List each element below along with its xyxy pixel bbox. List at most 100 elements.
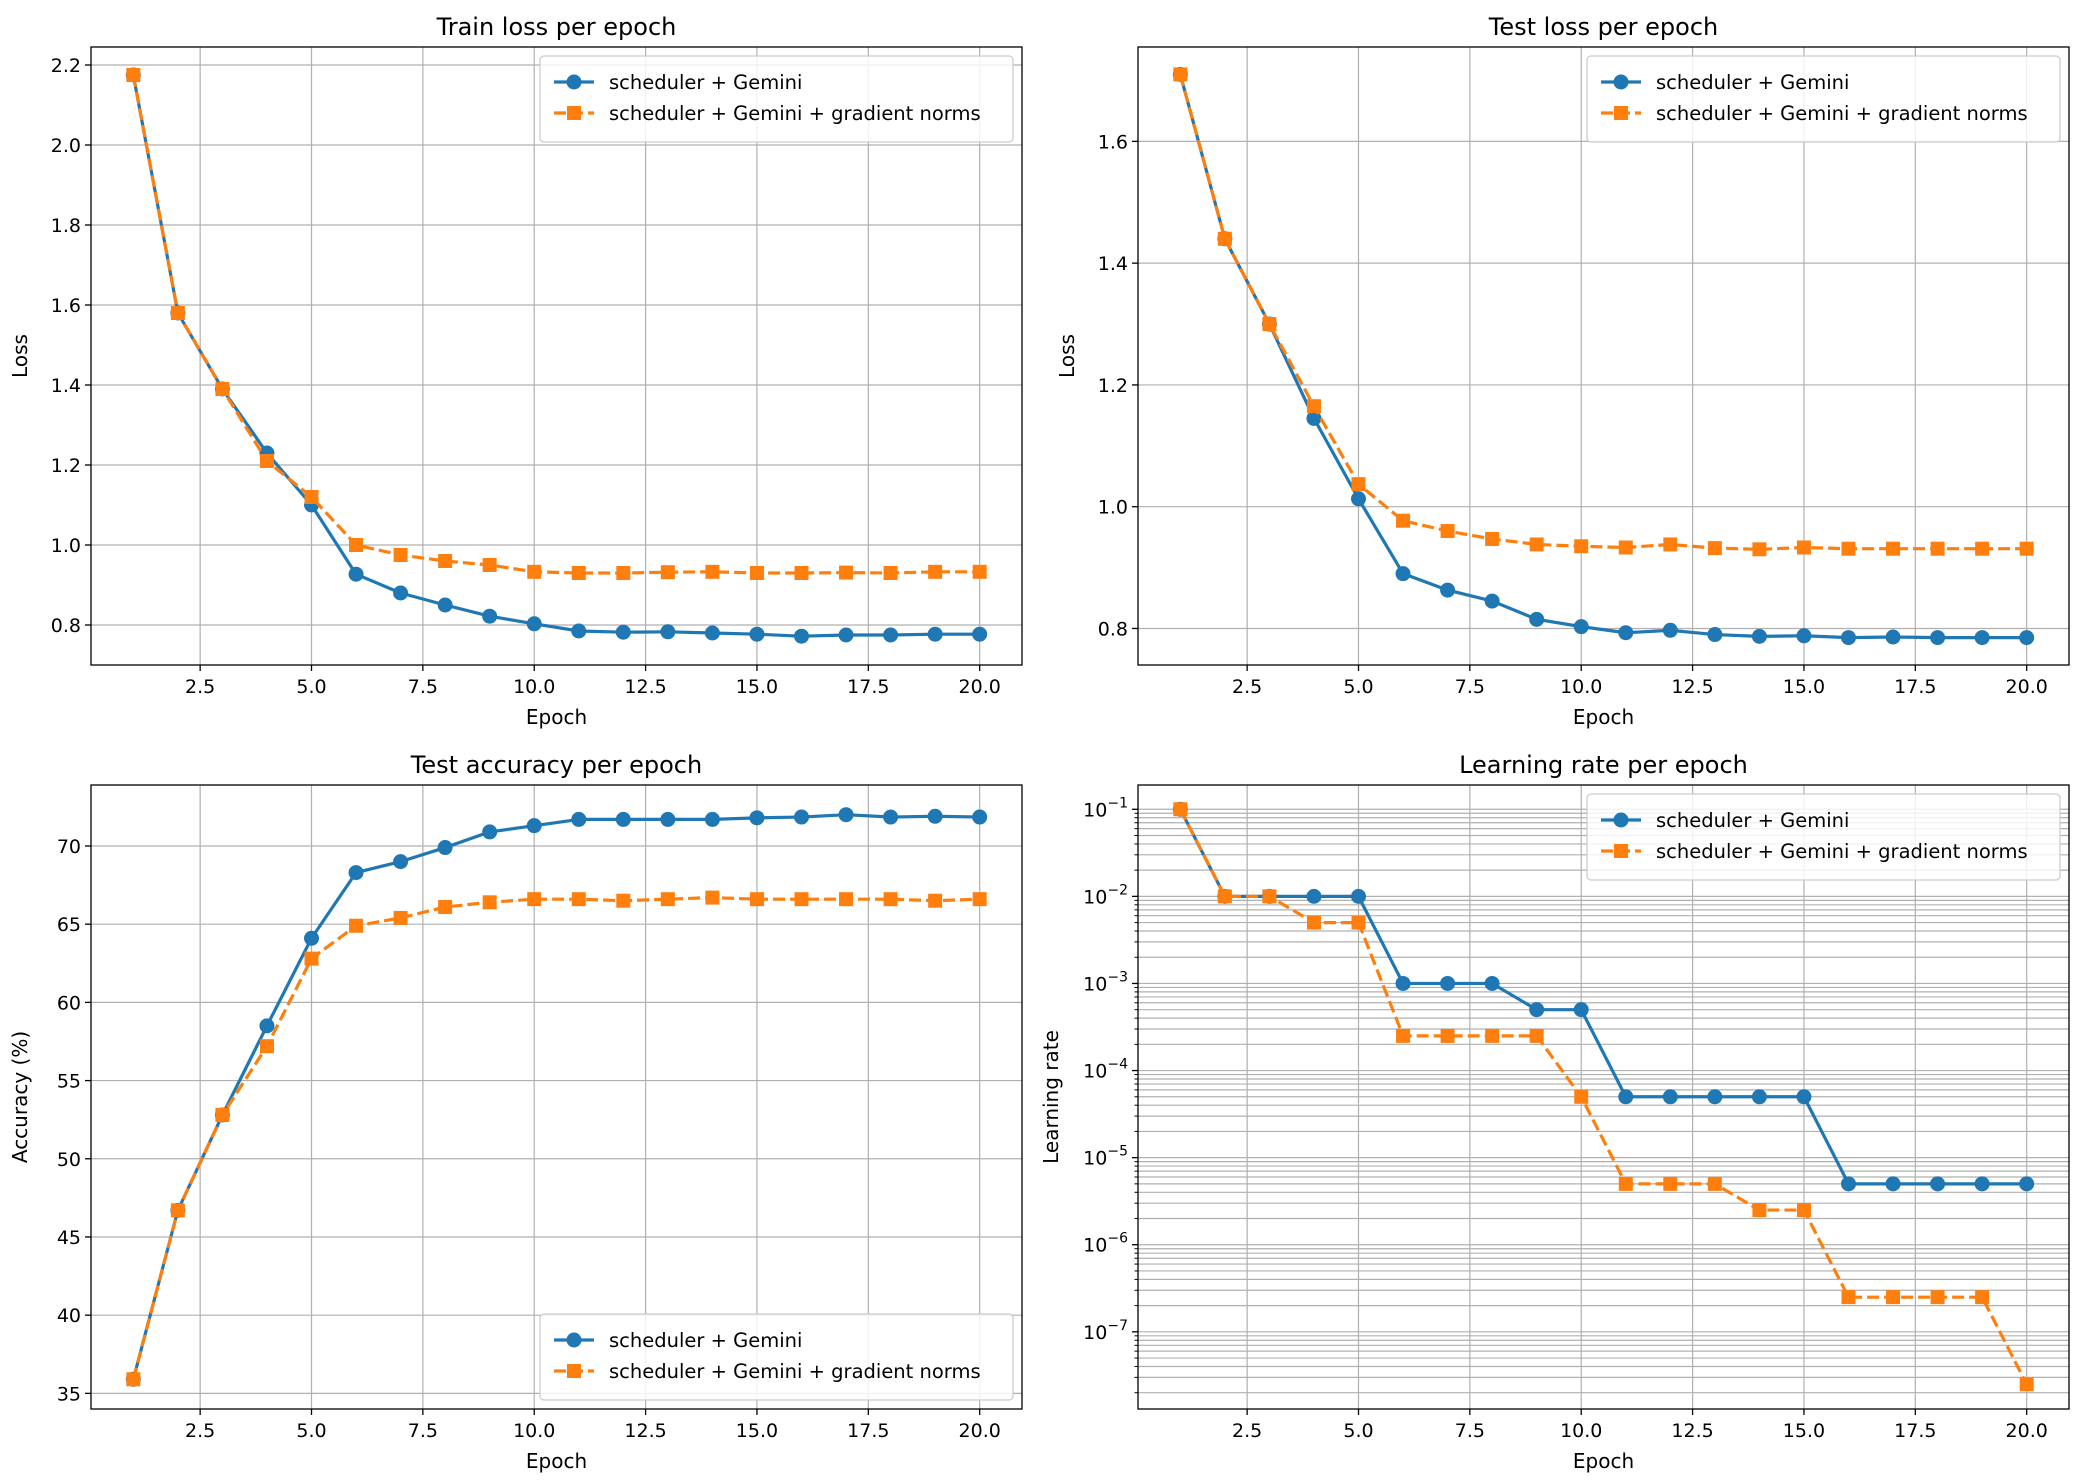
y-tick-label: 70 <box>57 836 81 858</box>
y-tick-label: 1.4 <box>1098 253 1128 275</box>
series-line <box>1178 808 2029 1385</box>
y-tick-exponent: −6 <box>1107 1231 1128 1247</box>
x-tick-label: 20.0 <box>2006 676 2048 698</box>
data-point <box>1930 1176 1946 1192</box>
y-axis-label: Accuracy (%) <box>8 1031 32 1163</box>
data-point <box>1752 542 1767 557</box>
data-point <box>1752 1203 1767 1218</box>
x-tick-label: 7.5 <box>1455 1420 1485 1442</box>
x-tick-label: 17.5 <box>847 676 889 698</box>
data-point <box>1485 1028 1500 1043</box>
data-point <box>2019 1377 2034 1392</box>
x-tick-label: 17.5 <box>1894 676 1936 698</box>
data-point <box>1351 915 1366 930</box>
data-point <box>1796 628 1812 644</box>
legend-label: scheduler + Gemini <box>1656 809 1849 832</box>
subplot-3: 2.5 5.0 7.5 10.0 12.5 15.0 17.5 20.0 35 40 45 50 55 6… <box>8 751 1023 1473</box>
data-point <box>660 811 676 827</box>
y-tick-label: 10−3 <box>1083 969 1128 995</box>
data-point <box>393 585 409 601</box>
data-point <box>660 624 676 640</box>
data-point <box>438 899 453 914</box>
data-point <box>526 616 542 632</box>
x-axis-label: Epoch <box>526 705 587 729</box>
data-point <box>1930 1290 1945 1305</box>
legend-marker <box>1614 106 1628 120</box>
data-point <box>1351 477 1366 492</box>
data-point <box>1841 1290 1856 1305</box>
data-point <box>259 1018 275 1034</box>
y-tick-label: 50 <box>57 1149 81 1171</box>
x-tick-label: 20.0 <box>959 1420 1001 1442</box>
data-point <box>1751 1089 1767 1105</box>
y-tick-label: 10−1 <box>1083 795 1128 821</box>
x-tick-label: 20.0 <box>959 676 1001 698</box>
x-tick-label: 7.5 <box>408 1420 438 1442</box>
y-tick-label: 2.0 <box>51 135 81 157</box>
legend-marker <box>1613 812 1629 828</box>
y-tick-label: 45 <box>57 1227 81 1249</box>
data-point <box>749 810 765 826</box>
series-line <box>131 895 980 1380</box>
x-axis-label: Epoch <box>526 1449 587 1473</box>
series-line <box>131 74 980 638</box>
data-point <box>1573 619 1589 635</box>
data-point <box>928 564 943 579</box>
data-point <box>1886 541 1901 556</box>
data-point <box>1529 1028 1544 1043</box>
series-1 <box>125 67 988 644</box>
data-point <box>348 865 364 881</box>
legend-marker <box>566 1332 582 1348</box>
data-point <box>1974 1176 1990 1192</box>
x-tick-label: 10.0 <box>513 1420 555 1442</box>
y-tick-label: 1.0 <box>1098 497 1128 519</box>
y-tick-label: 0.8 <box>51 615 81 637</box>
y-tick-label: 1.6 <box>1098 131 1128 153</box>
data-point <box>259 1039 274 1054</box>
legend-marker <box>567 106 581 120</box>
data-point <box>1574 539 1589 554</box>
data-point <box>1484 593 1500 609</box>
x-tick-label: 12.5 <box>1671 676 1713 698</box>
data-point <box>482 895 497 910</box>
series-2 <box>126 68 987 580</box>
data-point <box>1440 582 1456 598</box>
data-point <box>1930 541 1945 556</box>
x-tick-label: 17.5 <box>1894 1420 1936 1442</box>
chart-title: Test accuracy per epoch <box>410 751 702 779</box>
data-point <box>526 818 542 834</box>
data-point <box>2019 541 2034 556</box>
data-point <box>1841 1176 1856 1192</box>
data-point <box>1796 540 1811 555</box>
data-point <box>1306 888 1322 904</box>
data-point <box>1885 629 1901 645</box>
y-tick-exponent: −4 <box>1107 1057 1128 1073</box>
data-point <box>1975 1290 1990 1305</box>
data-point <box>972 809 988 825</box>
data-point <box>1930 630 1946 646</box>
legend: scheduler + Gemini scheduler + Gemini + g… <box>1586 793 2061 881</box>
data-point <box>615 811 631 827</box>
legend: scheduler + Gemini scheduler + Gemini + g… <box>1586 55 2061 143</box>
data-point <box>571 811 587 827</box>
legend-box <box>1586 793 2061 881</box>
data-point <box>1618 625 1634 641</box>
data-point <box>749 626 765 642</box>
legend-label: scheduler + Gemini + gradient norms <box>609 1360 981 1383</box>
y-tick-label: 1.8 <box>51 215 81 237</box>
data-point <box>1662 1089 1678 1105</box>
data-point <box>1529 537 1544 552</box>
y-tick-label: 1.0 <box>51 535 81 557</box>
data-point <box>527 564 542 579</box>
data-point <box>1440 524 1455 539</box>
data-point <box>838 627 854 643</box>
data-point <box>839 565 854 580</box>
y-tick-base: 10 <box>1083 1061 1107 1083</box>
legend-label: scheduler + Gemini <box>1656 71 1849 94</box>
data-point <box>1886 1290 1901 1305</box>
data-point <box>794 566 809 580</box>
data-point <box>927 626 943 642</box>
y-tick-base: 10 <box>1083 1148 1107 1170</box>
x-tick-label: 10.0 <box>1560 1420 1602 1442</box>
